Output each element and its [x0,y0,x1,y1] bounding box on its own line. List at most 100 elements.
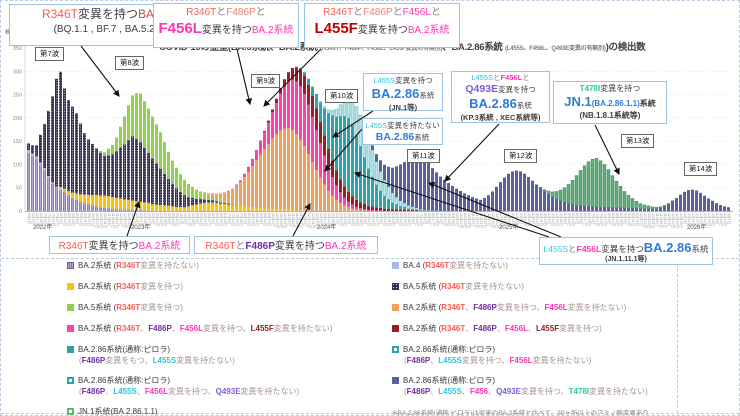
annotation-r346t-ba2: R346T変異を持つBA.2系統 [49,236,190,254]
svg-text:2月20日: 2月20日 [159,213,164,226]
legend-label: BA.2系統 (R346T変異を持たない) [78,261,199,270]
svg-text:11月16日: 11月16日 [111,213,116,228]
legend-label: BA.5系統 (R346T変異を持つ) [78,303,183,312]
annotation-jn1111-ba286: L455SとF456L変異を持つBA.2.86系統 (JN.1.11.1等) [539,237,713,265]
annotation-line: L455S変異を持たない [365,121,440,130]
annotation-line: (KP.3系統 , XEC系統等) [460,113,541,123]
divider [677,259,678,413]
annotation-line: R346TとF486Pと [186,7,266,18]
wave-label-14: 第14波 [684,162,718,176]
legend-label: JN.1系統(BA.2.86.1.1) [78,407,158,416]
series-ba4 [27,149,78,194]
svg-text:3月24日: 3月24日 [175,213,180,226]
svg-text:9月21日: 9月21日 [631,213,636,226]
svg-text:2月20日: 2月20日 [707,213,712,226]
svg-text:3月24日: 3月24日 [723,213,728,226]
legend-item: BA.2系統 (R346T、F486P、F456L変異を持つ、L455F変異を持… [67,324,391,334]
svg-text:4月30日: 4月30日 [559,213,564,226]
annotation-line: JN.1(BA.2.86.1.1)系統 [564,94,656,110]
year-label: 2023年 [131,223,150,231]
svg-text:11月24日: 11月24日 [663,213,668,228]
svg-text:7月27日: 7月27日 [603,213,608,226]
svg-text:3月8日: 3月8日 [715,213,720,224]
svg-text:8月28日: 8月28日 [619,213,624,226]
annotation-line: L455S変異を持つ [373,76,433,85]
annotation-line: L455SとF456L変異を持つBA.2.86系統 [543,240,709,255]
svg-text:8月20日: 8月20日 [615,213,620,226]
svg-text:11月8日: 11月8日 [655,213,660,226]
legend-swatch-orange [392,304,399,311]
wave-label-12: 第12波 [504,149,538,163]
svg-text:8月20日: 8月20日 [67,213,72,226]
svg-text:8月15日: 8月15日 [247,213,252,226]
svg-text:350: 350 [13,46,22,52]
svg-text:1月14日: 1月14日 [323,213,328,226]
svg-text:10月23日: 10月23日 [99,213,104,228]
svg-text:9月16日: 9月16日 [263,213,268,226]
year-label: 2026年 [687,223,706,231]
svg-text:6月9日: 6月9日 [31,213,36,224]
annotation-no-l455s-ba286: L455S変異を持たない BA.2.86系統 [362,118,443,145]
svg-text:4月9日: 4月9日 [183,213,188,224]
svg-text:5月3日: 5月3日 [195,213,200,224]
svg-text:6月20日: 6月20日 [219,213,224,226]
svg-text:7月22日: 7月22日 [235,213,240,226]
svg-text:2月12日: 2月12日 [155,213,160,226]
legend-item: BA.5系統 (R346T変異を持たない) [392,282,682,292]
legend-sublabel: (F486P、L455S、F456L変異を持つ、Q493E変異を持たない) [79,387,300,396]
annotation-t478i-jn1: T478I変異を持つ JN.1(BA.2.86.1.1)系統 (NB.1.8.1… [553,81,667,124]
svg-text:12月10日: 12月10日 [671,213,676,228]
svg-text:8月7日: 8月7日 [243,213,248,224]
svg-text:1月11日: 1月11日 [687,213,692,226]
legend-sublabel: (F486P変異をもつ、L455S変異を持たない) [79,356,235,365]
svg-text:9月24日: 9月24日 [267,213,272,226]
footnote: ※BA.2.86系統(通称:ピロラ)は従来のBA.2系統と比べて、30ヶ所以上の… [392,410,649,416]
svg-text:3月8日: 3月8日 [167,213,172,224]
legend-label: BA.2.86系統(通称:ピロラ) [78,376,171,385]
wave-label-13: 第13波 [621,134,655,148]
annotation-line: BA.2.86系統 [375,130,430,143]
svg-text:100: 100 [13,162,22,168]
series-orange [203,128,366,211]
annotation-line: (JN.1等) [388,102,418,112]
svg-text:10月31日: 10月31日 [651,213,656,228]
svg-text:250: 250 [13,93,22,99]
svg-text:12月29日: 12月29日 [315,213,320,228]
svg-text:6月12日: 6月12日 [215,213,220,226]
svg-text:300: 300 [13,69,22,75]
legend-label: BA.2.86系統(通称:ピロラ) [403,376,496,385]
svg-text:5月8日: 5月8日 [563,213,568,224]
annotation-line: F456L変異を持つBA.2系統 [158,20,294,37]
svg-text:6月4日: 6月4日 [211,213,216,224]
svg-text:4月25日: 4月25日 [191,213,196,226]
annotation-l455f-ba2: R346TとF486PとF456Lと L455F変異を持つBA.2系統 [304,3,460,48]
svg-text:10月7日: 10月7日 [91,213,96,226]
svg-text:12月2日: 12月2日 [119,213,124,226]
svg-text:11月3日: 11月3日 [287,213,292,226]
legend-swatch-darkred [392,325,399,332]
svg-text:9月21日: 9月21日 [83,213,88,226]
legend-label: BA.2.86系統(通称:ピロラ) [78,345,171,354]
legend-item: BA.2.86系統(通称:ピロラ) [67,345,391,355]
svg-text:8月31日: 8月31日 [255,213,260,226]
annotation-line: BA.2.86系統 [371,85,435,101]
svg-text:4月1日: 4月1日 [727,213,732,224]
svg-text:10月26日: 10月26日 [283,213,288,228]
legend-item: BA.2系統 (R346T変異を持たない) [67,261,391,271]
svg-text:7月6日: 7月6日 [227,213,232,224]
wave-label-11: 第11波 [407,149,440,163]
legend-swatch-navy [392,283,399,290]
svg-text:6月25日: 6月25日 [39,213,44,226]
series-lilac [27,152,150,211]
svg-text:2月12日: 2月12日 [703,213,708,226]
svg-text:9月29日: 9月29日 [635,213,640,226]
series-green [99,93,246,207]
svg-text:1月11日: 1月11日 [139,213,144,226]
svg-text:12月21日: 12月21日 [311,213,316,228]
legend-sublabel: (F486P、L455S変異を持つ、F456L変異を持たない) [404,356,592,365]
svg-text:10月7日: 10月7日 [639,213,644,226]
svg-text:5月24日: 5月24日 [571,213,576,226]
svg-text:9月5日: 9月5日 [623,213,628,224]
wave-label-8: 第8波 [115,56,145,70]
